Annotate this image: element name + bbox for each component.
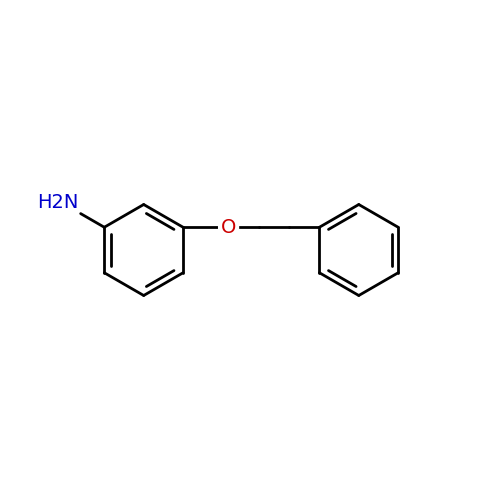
Text: H2N: H2N	[37, 193, 78, 212]
Text: O: O	[221, 218, 236, 237]
